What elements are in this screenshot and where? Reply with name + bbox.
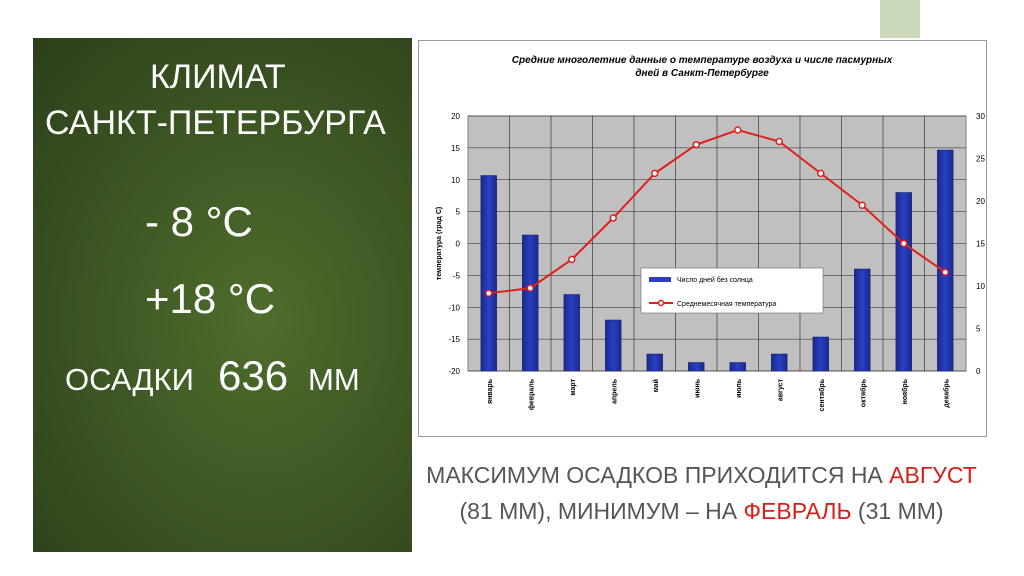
bar bbox=[605, 319, 622, 372]
temp-max: +18 °C bbox=[145, 275, 276, 322]
y2-tick-label: 5 bbox=[976, 325, 981, 334]
y2-tick-label: 30 bbox=[976, 112, 985, 121]
legend-label: Среднемесячная температура bbox=[677, 301, 776, 308]
line-marker bbox=[526, 284, 534, 292]
precip-value: 636 bbox=[218, 352, 289, 399]
legend-swatch bbox=[649, 277, 671, 282]
x-tick-label: октябрь bbox=[859, 378, 867, 407]
y-tick-label: 10 bbox=[451, 176, 460, 185]
chart-frame: Средние многолетние данные о температуре… bbox=[418, 40, 999, 437]
chart-title: дней в Санкт-Петербурге bbox=[635, 67, 769, 79]
precip-unit: ММ bbox=[308, 362, 360, 397]
line-marker bbox=[568, 255, 576, 264]
bar bbox=[688, 362, 705, 372]
line-marker bbox=[900, 239, 908, 248]
line-marker bbox=[609, 214, 617, 222]
caption-highlight: АВГУСТ bbox=[889, 462, 977, 488]
heading: САНКТ-ПЕТЕРБУРГА bbox=[45, 104, 386, 142]
y-tick-label: 0 bbox=[456, 240, 461, 249]
line-marker bbox=[651, 169, 659, 178]
bar bbox=[771, 353, 788, 372]
chart: Средние многолетние данные о температуре… bbox=[436, 55, 999, 411]
line-marker bbox=[692, 140, 700, 149]
left-panel bbox=[33, 38, 412, 552]
x-tick-label: январь bbox=[487, 378, 494, 404]
bar bbox=[895, 192, 912, 372]
caption-text: (31 ММ) bbox=[851, 498, 944, 524]
x-tick-label: май bbox=[652, 379, 660, 392]
y-tick-label: 5 bbox=[456, 208, 461, 217]
y-tick-label: 20 bbox=[451, 112, 460, 121]
bar bbox=[480, 175, 497, 372]
x-tick-label: июнь bbox=[694, 378, 701, 398]
caption: (81 ММ), МИНИМУМ – НА ФЕВРАЛЬ (31 ММ) bbox=[418, 498, 985, 525]
legend-swatch bbox=[657, 299, 665, 307]
y2-tick-label: 15 bbox=[976, 240, 985, 249]
caption: МАКСИМУМ ОСАДКОВ ПРИХОДИТСЯ НА АВГУСТ bbox=[418, 462, 985, 489]
y2-tick-label: 25 bbox=[976, 155, 985, 164]
y-tick-label: -5 bbox=[453, 271, 461, 280]
legend-label: Число дней без солнца bbox=[677, 276, 753, 284]
precip-label: ОСАДКИ bbox=[65, 362, 194, 397]
y-tick-label: 15 bbox=[451, 144, 460, 153]
x-tick-label: февраль bbox=[528, 378, 535, 410]
line-marker bbox=[485, 289, 493, 297]
temp-min: - 8 °C bbox=[145, 198, 253, 245]
y2-tick-label: 20 bbox=[976, 197, 985, 206]
line-marker bbox=[858, 201, 866, 209]
line-marker bbox=[734, 126, 742, 134]
x-tick-label: сентябрь bbox=[818, 378, 826, 411]
heading: КЛИМАТ bbox=[150, 58, 286, 96]
bar bbox=[646, 353, 663, 372]
x-tick-label: апрель bbox=[611, 378, 618, 404]
x-tick-label: июль bbox=[736, 378, 743, 398]
bar bbox=[854, 268, 871, 372]
y2-tick-label: 10 bbox=[976, 282, 985, 291]
x-tick-label: март bbox=[570, 378, 577, 395]
bar bbox=[522, 234, 539, 372]
line bbox=[488, 128, 946, 295]
bar bbox=[729, 362, 746, 372]
y-axis-title: температура (град С) bbox=[436, 207, 443, 280]
y-tick-label: -10 bbox=[448, 303, 460, 312]
bar bbox=[563, 294, 580, 372]
line-marker bbox=[775, 137, 783, 146]
caption-text: (81 ММ), МИНИМУМ – НА bbox=[459, 498, 744, 524]
legend bbox=[640, 267, 824, 314]
bar bbox=[937, 149, 954, 372]
x-tick-label: ноябрь bbox=[901, 378, 909, 404]
caption-text: МАКСИМУМ ОСАДКОВ ПРИХОДИТСЯ НА bbox=[426, 462, 890, 488]
y2-tick-label: 0 bbox=[976, 367, 981, 376]
line-marker bbox=[817, 169, 825, 178]
chart-title: Средние многолетние данные о температуре… bbox=[512, 55, 893, 66]
decor-tab bbox=[880, 0, 920, 38]
x-tick-label: декабрь bbox=[942, 378, 950, 407]
bar bbox=[812, 336, 829, 372]
line-marker bbox=[941, 268, 949, 276]
x-tick-label: август bbox=[777, 378, 784, 401]
y-tick-label: -15 bbox=[448, 335, 460, 344]
y-tick-label: -20 bbox=[448, 367, 460, 376]
caption-highlight: ФЕВРАЛЬ bbox=[743, 498, 852, 524]
